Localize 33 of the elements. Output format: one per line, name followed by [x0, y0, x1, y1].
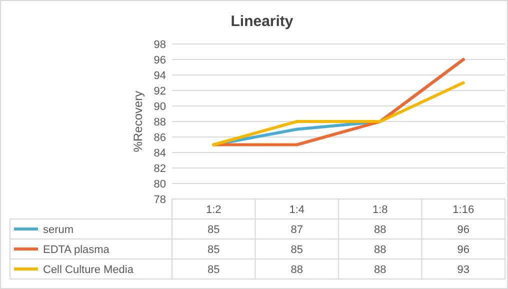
line-series — [212, 58, 465, 146]
data-label: 88 — [374, 244, 386, 256]
data-label: 88 — [374, 224, 386, 236]
y-tick-label: 80 — [154, 178, 166, 190]
y-axis-title: %Recovery — [131, 90, 145, 152]
legend-label: serum — [43, 224, 74, 236]
y-tick-label: 90 — [154, 101, 166, 113]
y-tick-label: 92 — [154, 86, 166, 98]
legend-label: Cell Culture Media — [43, 264, 134, 276]
y-tick-label: 96 — [154, 54, 166, 66]
data-label: 88 — [290, 264, 303, 276]
y-tick-label: 84 — [154, 148, 166, 160]
legend-label: EDTA plasma — [43, 244, 110, 256]
x-tick-label: 1:2 — [206, 204, 222, 216]
data-label: 85 — [208, 244, 220, 256]
y-tick-label: 78 — [154, 194, 166, 206]
x-tick-label: 1:16 — [452, 204, 474, 216]
data-label: 85 — [208, 224, 220, 236]
chart-title: Linearity — [230, 13, 294, 30]
data-label: 96 — [457, 244, 470, 256]
x-tick-label: 1:4 — [289, 204, 305, 216]
data-label: 87 — [290, 224, 303, 236]
x-tick-label: 1:8 — [372, 204, 388, 216]
data-label: 93 — [457, 264, 470, 276]
data-label: 85 — [208, 264, 220, 276]
y-tick-label: 86 — [154, 132, 166, 144]
y-tick-label: 82 — [154, 163, 166, 175]
data-label: 88 — [374, 264, 386, 276]
y-tick-label: 88 — [154, 116, 166, 128]
y-tick-label: 94 — [154, 70, 166, 82]
data-label: 85 — [290, 244, 303, 256]
data-label: 96 — [457, 224, 470, 236]
y-tick-label: 98 — [154, 39, 166, 51]
